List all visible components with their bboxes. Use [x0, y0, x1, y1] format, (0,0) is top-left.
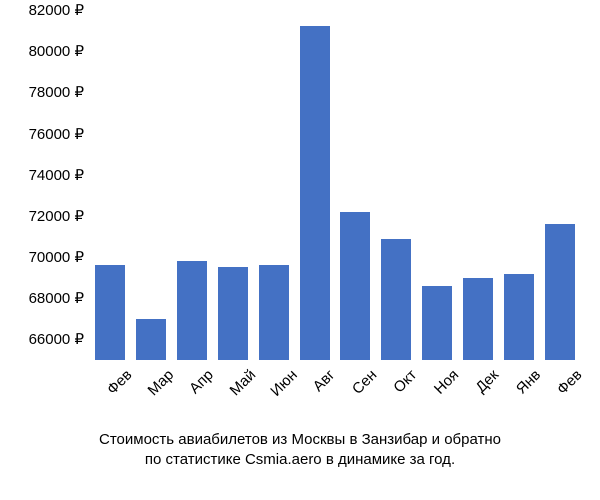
bar [504, 274, 534, 360]
x-tick: Дек [463, 365, 493, 425]
bar [300, 26, 330, 360]
x-tick-label: Май [226, 365, 260, 399]
x-tick: Июн [259, 365, 289, 425]
x-tick-label: Июн [267, 365, 302, 400]
x-tick-label: Мар [145, 365, 179, 399]
x-tick: Май [218, 365, 248, 425]
y-tick-label: 72000 ₽ [29, 207, 84, 225]
y-tick-label: 80000 ₽ [29, 42, 84, 60]
x-tick: Апр [177, 365, 207, 425]
x-tick: Ноя [422, 365, 452, 425]
y-tick-label: 74000 ₽ [29, 166, 84, 184]
y-tick-label: 66000 ₽ [29, 330, 84, 348]
bar [463, 278, 493, 360]
bar [422, 286, 452, 360]
x-tick: Янв [504, 365, 534, 425]
x-tick-label: Авг [309, 365, 339, 395]
bars-container [90, 10, 580, 360]
x-tick: Фев [545, 365, 575, 425]
x-tick: Авг [300, 365, 330, 425]
bar [136, 319, 166, 360]
y-tick-label: 70000 ₽ [29, 248, 84, 266]
x-tick-label: Фев [553, 365, 586, 398]
x-tick-label: Янв [513, 365, 546, 398]
x-tick: Мар [136, 365, 166, 425]
caption-line-1: Стоимость авиабилетов из Москвы в Занзиб… [99, 431, 501, 448]
bar [218, 267, 248, 360]
bar [95, 265, 125, 360]
x-tick-label: Апр [186, 365, 218, 397]
bar [177, 261, 207, 360]
chart-caption: Стоимость авиабилетов из Москвы в Занзиб… [0, 430, 600, 471]
y-tick-label: 68000 ₽ [29, 289, 84, 307]
caption-line-2: по статистике Csmia.aero в динамике за г… [145, 451, 455, 468]
x-tick: Фев [95, 365, 125, 425]
x-tick-label: Дек [472, 365, 503, 396]
x-tick-label: Сен [349, 365, 382, 398]
x-tick-label: Окт [391, 365, 422, 396]
y-tick-label: 82000 ₽ [29, 1, 84, 19]
bar [381, 239, 411, 360]
price-chart: 66000 ₽ 68000 ₽ 70000 ₽ 72000 ₽ 74000 ₽ 76000… [0, 0, 600, 500]
x-tick-label: Ноя [431, 365, 464, 398]
x-tick: Сен [340, 365, 370, 425]
y-tick-label: 78000 ₽ [29, 83, 84, 101]
x-tick: Окт [381, 365, 411, 425]
plot-area [90, 10, 580, 360]
y-axis: 66000 ₽ 68000 ₽ 70000 ₽ 72000 ₽ 74000 ₽ 76000… [0, 10, 90, 360]
bar [340, 212, 370, 360]
bar [545, 224, 575, 360]
y-tick-label: 76000 ₽ [29, 125, 84, 143]
x-axis: ФевМарАпрМайИюнАвгСенОктНояДекЯнвФев [90, 365, 580, 425]
x-tick-label: Фев [104, 365, 137, 398]
bar [259, 265, 289, 360]
